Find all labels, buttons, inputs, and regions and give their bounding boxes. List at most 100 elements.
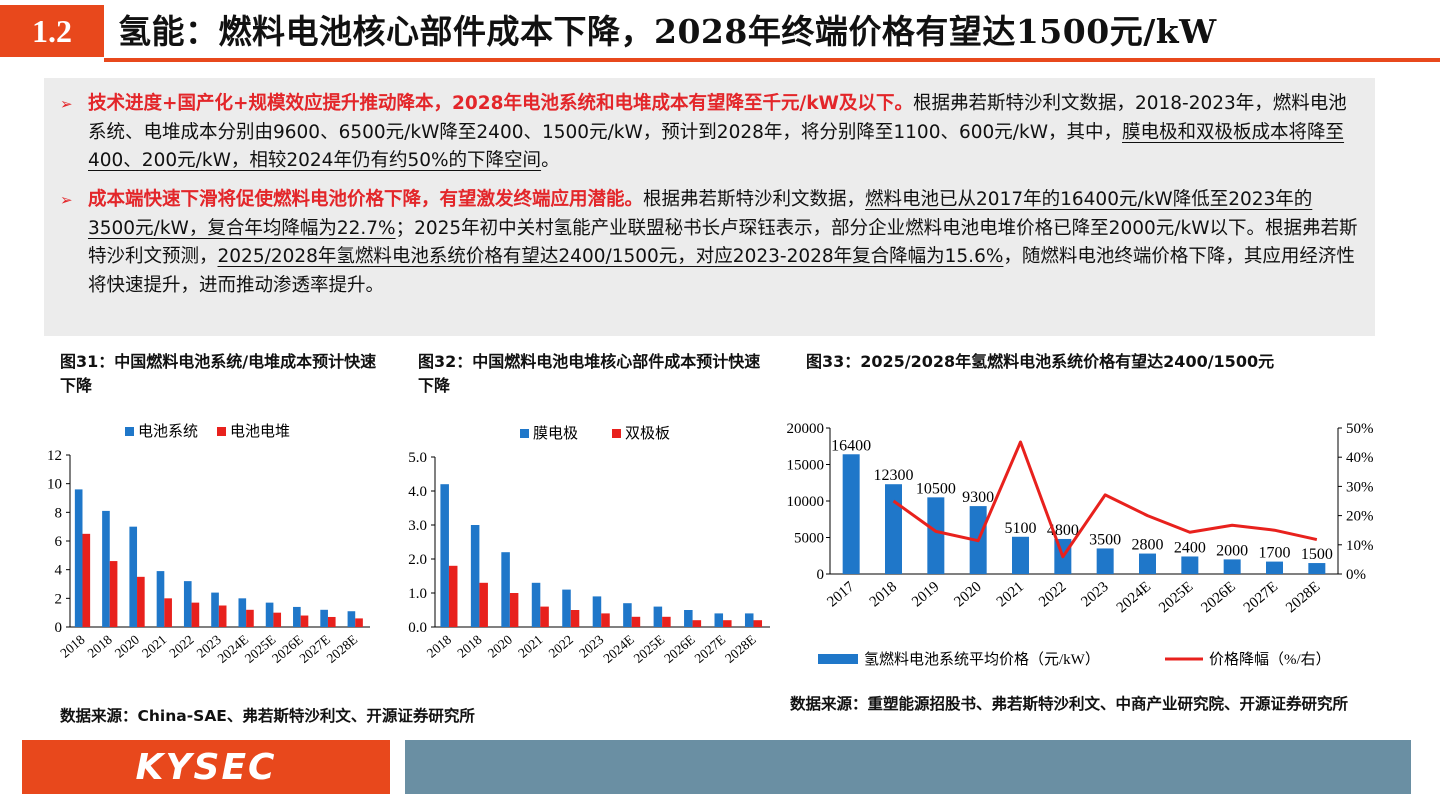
page-title: 氢能：燃料电池核心部件成本下降，2028年终端价格有望达1500元/kW <box>118 12 1217 51</box>
x-tick-label: 2027E <box>692 632 729 666</box>
legend-swatch <box>520 429 529 438</box>
left-tick-label: 10000 <box>787 494 825 510</box>
bar-a <box>501 552 510 627</box>
bar-b <box>753 620 763 627</box>
x-tick-label: 2025E <box>242 632 279 666</box>
bar-b <box>300 615 309 627</box>
right-tick-label: 10% <box>1346 538 1374 554</box>
bar-a <box>129 526 138 627</box>
bar-a <box>238 598 247 627</box>
bullet-2: ➢ 成本端快速下滑将促使燃料电池价格下降，有望激发终端应用潜能。根据弗若斯特沙利… <box>60 186 1359 300</box>
y-tick-label: 12 <box>47 448 62 464</box>
bar-value-label: 12300 <box>874 467 914 484</box>
figure32-caption: 图32：中国燃料电池电堆核心部件成本预计快速下降 <box>418 352 761 395</box>
bar <box>1223 559 1241 574</box>
right-tick-label: 20% <box>1346 509 1374 525</box>
bar-value-label: 5100 <box>1005 520 1037 537</box>
y-tick-label: 2 <box>55 591 63 607</box>
section-number: 1.2 <box>0 5 104 57</box>
figure31-caption: 图31：中国燃料电池系统/电堆成本预计快速下降 <box>60 352 377 395</box>
summary-box: ➢ 技术进度+国产化+规模效应提升推动降本，2028年电池系统和电堆成本有望降至… <box>44 78 1375 336</box>
bar-value-label: 2800 <box>1132 537 1164 554</box>
kysec-logo: KYSEC <box>22 740 390 794</box>
legend-label: 电池电堆 <box>230 423 290 440</box>
x-tick-label: 2020 <box>951 579 984 611</box>
y-tick-label: 8 <box>55 505 63 521</box>
bar <box>885 484 902 574</box>
x-tick-label: 2018 <box>85 632 116 661</box>
left-tick-label: 15000 <box>787 458 825 474</box>
bullet-2-body-b: ；2025年初中关村氢能产业联盟秘书长卢琛钰表示，部分企业燃料电池电堆价格已降至… <box>88 217 1358 268</box>
figure33-chart: 0 5000 10000 15000 20000 0% 10% 20% 30% 40% 50% 164… <box>787 421 1374 668</box>
x-tick-label: 2019 <box>909 579 942 611</box>
x-tick-label: 2027E <box>1241 579 1281 616</box>
x-tick-label: 2026E <box>1198 579 1238 616</box>
bar-a <box>714 613 724 627</box>
bar-a <box>347 611 356 627</box>
bullet-1: ➢ 技术进度+国产化+规模效应提升推动降本，2028年电池系统和电堆成本有望降至… <box>60 90 1359 176</box>
bar-b <box>479 582 488 627</box>
y-tick-label: 2.0 <box>408 552 427 568</box>
legend-swatch <box>612 429 621 438</box>
bar-a <box>265 602 274 627</box>
y-tick-label: 10 <box>47 477 62 493</box>
bar <box>1266 561 1283 574</box>
legend-label: 双极板 <box>625 424 670 442</box>
x-tick-label: 2018 <box>867 579 900 611</box>
bar-b <box>273 612 282 627</box>
x-tick-label: 2023 <box>1078 579 1111 611</box>
bullet-2-underline-1: 燃料电池已从2017年的16400元/kW降低至2023年的3500元/kW，复… <box>88 189 1313 239</box>
bar-b <box>723 620 732 627</box>
bar-b <box>540 606 549 627</box>
bar <box>1308 563 1326 574</box>
x-tick-label: 2027E <box>296 632 333 666</box>
figure31-chart: 0246810122018201820202021202220232024E20… <box>47 423 370 666</box>
legend-label: 膜电极 <box>533 425 578 442</box>
bar-b <box>246 609 254 627</box>
bar-a <box>592 596 602 627</box>
bar-b <box>327 616 336 627</box>
bullet-1-underline: 膜电极和双极板成本将降至400、200元/kW，相较2024年仍有约50%的下降… <box>88 121 1345 172</box>
arrow-bullet-icon: ➢ <box>60 95 73 113</box>
bullet-2-body-a: 根据弗若斯特沙利文数据， <box>643 189 866 210</box>
x-tick-label: 2021 <box>994 579 1027 611</box>
bar-b <box>448 565 458 627</box>
x-tick-label: 2020 <box>485 632 516 661</box>
bullet-2-lead: 成本端快速下滑将促使燃料电池价格下降，有望激发终端应用潜能。 <box>88 189 644 210</box>
legend-label: 电池系统 <box>138 423 198 440</box>
bar-a <box>653 606 663 627</box>
bar-b <box>509 593 519 627</box>
x-tick-label: 2024E <box>600 632 637 666</box>
bar-a <box>102 510 110 627</box>
bullet-1-lead: 技术进度+国产化+规模效应提升推动降本，2028年电池系统和电堆成本有望降至千元… <box>88 93 913 114</box>
bar-a <box>183 581 192 627</box>
bar-a <box>470 525 480 627</box>
bar-b <box>570 610 580 627</box>
bar-value-label: 2400 <box>1174 539 1206 556</box>
bar-b <box>218 605 227 627</box>
source-left: 数据来源：China-SAE、弗若斯特沙利文、开源证券研究所 <box>60 707 475 725</box>
bullet-1-text: 技术进度+国产化+规模效应提升推动降本，2028年电池系统和电堆成本有望降至千元… <box>88 90 1359 176</box>
bar <box>1139 553 1156 574</box>
bullet-2-body-c: ，随燃料电池终端价格下降，其应用经济性将快速提升，进而推动渗透率提升。 <box>88 246 1355 296</box>
left-tick-label: 20000 <box>787 421 825 437</box>
bar-b <box>109 561 118 627</box>
y-tick-label: 0.0 <box>408 620 427 636</box>
header-rule <box>104 58 1440 62</box>
bar-b <box>601 613 610 627</box>
bar-a <box>211 592 219 627</box>
bar-a <box>562 589 571 627</box>
bar-b <box>355 618 363 627</box>
x-tick-label: 2024E <box>215 632 252 666</box>
x-tick-label: 2017 <box>824 578 858 610</box>
x-tick-label: 2022 <box>546 632 576 661</box>
bar-value-label: 1700 <box>1259 545 1291 562</box>
legend-label-bar: 氢燃料电池系统平均价格（元/kW） <box>864 650 1100 668</box>
bar-a <box>440 484 449 627</box>
legend-label-line: 价格降幅（%/右） <box>1209 651 1331 668</box>
bar <box>1181 556 1199 574</box>
right-tick-label: 30% <box>1346 479 1374 495</box>
decline-line <box>892 440 1318 559</box>
bullet-1-end: 。 <box>541 150 560 171</box>
